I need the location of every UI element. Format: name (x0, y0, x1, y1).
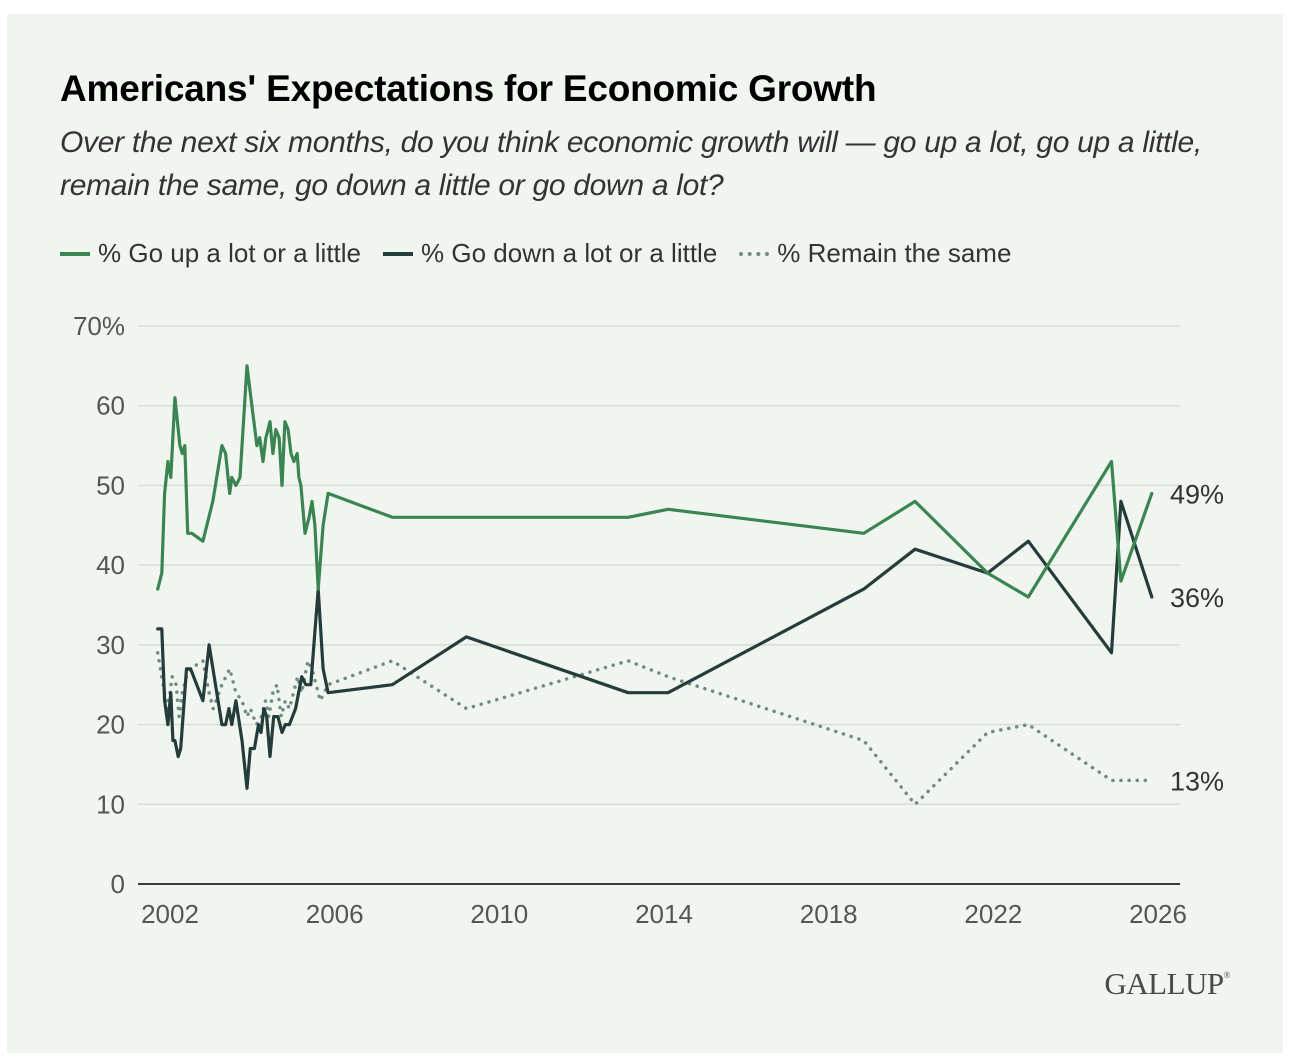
x-axis-ticks: 2002 2006 2010 2014 2018 2022 2026 (141, 899, 1187, 929)
end-labels: 13% 36% 49% (1170, 479, 1224, 796)
logo-text: GALLUP (1104, 966, 1224, 1001)
x-tick-label: 2022 (964, 899, 1022, 929)
x-tick-label: 2014 (635, 899, 693, 929)
y-tick-label: 20 (96, 710, 125, 740)
legend-swatch-down (383, 251, 414, 256)
chart-subtitle: Over the next six months, do you think e… (60, 126, 1202, 202)
series-lines (155, 364, 1154, 807)
gridlines (138, 325, 1180, 885)
series-line-same (155, 651, 1154, 807)
legend-item-down: % Go down a lot or a little (383, 238, 717, 269)
legend-swatch-up (60, 251, 90, 256)
end-label-up: 49% (1170, 479, 1224, 509)
series-line-up (156, 364, 1154, 599)
legend-label-same: % Remain the same (777, 238, 1012, 268)
end-label-same: 13% (1170, 766, 1224, 796)
y-tick-label: 60 (96, 391, 125, 421)
legend-label-down: % Go down a lot or a little (421, 238, 718, 268)
legend-item-up: % Go up a lot or a little (60, 238, 361, 269)
y-tick-label: 70% (73, 311, 125, 341)
chart-title: Americans' Expectations for Economic Gro… (60, 68, 877, 109)
end-label-down: 36% (1170, 583, 1224, 613)
series-line-down (156, 499, 1154, 790)
chart-panel (7, 14, 1283, 1053)
x-tick-label: 2026 (1129, 899, 1187, 929)
y-axis-ticks: 0 10 20 30 40 50 60 70% (73, 311, 125, 899)
gallup-logo: GALLUP® (1104, 966, 1230, 1002)
legend-item-same: % Remain the same (739, 238, 1011, 269)
x-tick-label: 2018 (800, 899, 858, 929)
legend-label-up: % Go up a lot or a little (98, 238, 362, 268)
y-tick-label: 0 (111, 869, 125, 899)
y-tick-label: 30 (96, 630, 125, 660)
x-tick-label: 2010 (470, 899, 528, 929)
legend: % Go up a lot or a little % Go down a lo… (60, 238, 1033, 269)
y-tick-label: 10 (96, 789, 125, 819)
legend-swatch-same (739, 251, 770, 256)
x-tick-label: 2006 (306, 899, 364, 929)
y-tick-label: 40 (96, 550, 125, 580)
x-tick-label: 2002 (141, 899, 199, 929)
y-tick-label: 50 (96, 470, 125, 500)
logo-registered-mark: ® (1223, 970, 1231, 980)
